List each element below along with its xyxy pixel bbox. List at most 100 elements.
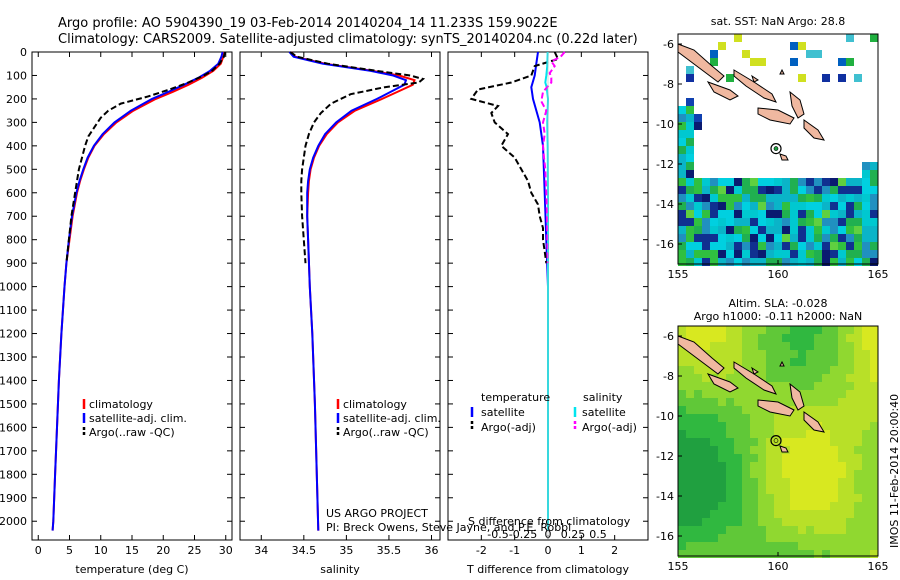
map-cell	[758, 390, 766, 398]
map-cell	[774, 178, 782, 186]
map-cell	[814, 398, 822, 406]
map-cell	[838, 422, 846, 430]
sal-legend-satellite-adj: satellite-adj. clim.	[343, 412, 441, 425]
map-cell	[806, 526, 814, 534]
map-cell	[758, 534, 766, 542]
map-cell	[734, 250, 742, 258]
map-cell	[686, 542, 694, 550]
island	[779, 68, 785, 75]
map-cell	[798, 210, 806, 218]
map-cell	[838, 58, 846, 66]
map-cell	[742, 430, 750, 438]
map-cell	[838, 178, 846, 186]
x-tick-label: -2	[476, 544, 487, 557]
map-cell	[806, 518, 814, 526]
map-cell	[694, 242, 702, 250]
map-y-tick-label: -16	[656, 530, 674, 543]
map-cell	[726, 342, 734, 350]
map-cell	[790, 186, 798, 194]
map-cell	[846, 398, 854, 406]
island	[803, 411, 826, 433]
map-cell	[790, 218, 798, 226]
map-cell	[854, 242, 862, 250]
map-cell	[838, 454, 846, 462]
map-cell	[862, 234, 870, 242]
map-cell	[710, 210, 718, 218]
map-cell	[806, 366, 814, 374]
map-cell	[678, 406, 686, 414]
map-cell	[862, 494, 870, 502]
map-cell	[870, 210, 878, 218]
map-cell	[806, 258, 814, 266]
map-cell	[846, 438, 854, 446]
project-label: US ARGO PROJECT	[326, 507, 428, 520]
y-tick-label: 1400	[0, 374, 27, 387]
map-cell	[822, 350, 830, 358]
map-cell	[862, 518, 870, 526]
map-cell	[702, 510, 710, 518]
map-cell	[790, 234, 798, 242]
map-cell	[694, 250, 702, 258]
map-cell	[782, 350, 790, 358]
map-cell	[854, 470, 862, 478]
map-cell	[742, 350, 750, 358]
map-cell	[838, 494, 846, 502]
map-cell	[734, 202, 742, 210]
map-cell	[734, 502, 742, 510]
map-cell	[734, 342, 742, 350]
map-cell	[686, 186, 694, 194]
map-cell	[782, 502, 790, 510]
map-cell	[742, 438, 750, 446]
map-cell	[710, 382, 718, 390]
map-cell	[726, 366, 734, 374]
map-cell	[814, 390, 822, 398]
map-cell	[798, 526, 806, 534]
salinity-legend: climatology satellite-adj. clim. Argo(..…	[336, 398, 441, 439]
map-cell	[694, 258, 702, 266]
map-cell	[734, 510, 742, 518]
map-cell	[718, 414, 726, 422]
map-cell	[686, 226, 694, 234]
map-cell	[822, 326, 830, 334]
map-cell	[806, 502, 814, 510]
map-cell	[838, 210, 846, 218]
map-cell	[830, 258, 838, 266]
map-cell	[750, 194, 758, 202]
map-cell	[686, 382, 694, 390]
x-axis-label: temperature (deg C)	[75, 563, 188, 576]
map-cell	[758, 178, 766, 186]
y-tick-label: 1300	[0, 351, 27, 364]
map-cell	[678, 366, 686, 374]
map-cell	[790, 334, 798, 342]
x-tick-label: 15	[125, 544, 139, 557]
map-cell	[814, 526, 822, 534]
map-cell	[782, 534, 790, 542]
map-cell	[854, 446, 862, 454]
map-cell	[678, 202, 686, 210]
map-cell	[742, 526, 750, 534]
map-cell	[758, 202, 766, 210]
island	[733, 361, 777, 395]
map-cell	[678, 218, 686, 226]
map-cell	[734, 438, 742, 446]
map-cell	[734, 446, 742, 454]
island	[733, 69, 777, 103]
map-cell	[774, 526, 782, 534]
map-cell	[814, 494, 822, 502]
map-cell	[710, 50, 718, 58]
map-cell	[838, 486, 846, 494]
map-cell	[686, 234, 694, 242]
map-cell	[854, 334, 862, 342]
sst-map-panel: 155 160 165 -6 -8 -10 -12 -14 -16 sat. SST: NaN A…	[656, 15, 888, 281]
island	[757, 107, 795, 125]
map-cell	[790, 438, 798, 446]
map-cell	[718, 438, 726, 446]
map-cell	[710, 526, 718, 534]
map-cell	[846, 454, 854, 462]
map-cell	[750, 186, 758, 194]
map-cell	[862, 186, 870, 194]
map-cell	[870, 406, 878, 414]
map-cell	[782, 334, 790, 342]
map-cell	[766, 350, 774, 358]
map-cell	[846, 422, 854, 430]
